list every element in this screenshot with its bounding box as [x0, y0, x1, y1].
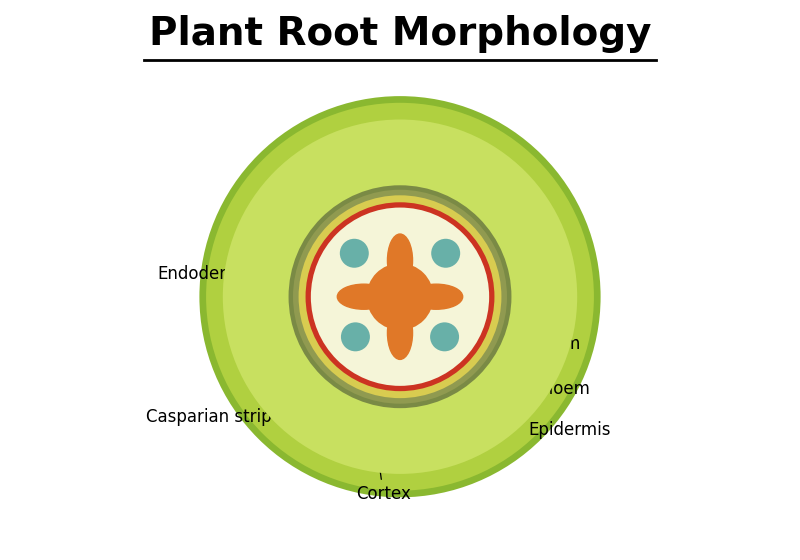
Circle shape: [431, 239, 460, 268]
Text: Casparian strip: Casparian strip: [146, 400, 278, 426]
Ellipse shape: [338, 284, 390, 309]
Circle shape: [430, 323, 459, 351]
Circle shape: [298, 195, 502, 398]
Circle shape: [307, 204, 493, 390]
Text: Xylem: Xylem: [439, 335, 581, 353]
Circle shape: [289, 185, 511, 408]
Text: Epidermis: Epidermis: [498, 417, 610, 440]
Text: Pericycle: Pericycle: [439, 235, 561, 265]
Circle shape: [206, 103, 594, 491]
Circle shape: [341, 323, 370, 351]
Circle shape: [311, 208, 489, 386]
Ellipse shape: [410, 284, 462, 309]
Text: Endodermis: Endodermis: [158, 265, 278, 291]
Text: Phloem: Phloem: [458, 380, 590, 398]
Circle shape: [199, 96, 601, 497]
Circle shape: [366, 263, 434, 330]
Circle shape: [308, 205, 492, 389]
Ellipse shape: [387, 234, 413, 287]
Ellipse shape: [387, 306, 413, 360]
Text: Plant Root Morphology: Plant Root Morphology: [149, 15, 651, 53]
Circle shape: [340, 239, 369, 268]
Circle shape: [223, 119, 577, 474]
Circle shape: [293, 190, 507, 404]
Text: Cortex: Cortex: [356, 455, 410, 503]
Circle shape: [371, 268, 429, 326]
